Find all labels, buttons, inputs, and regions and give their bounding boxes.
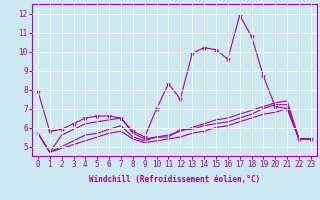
X-axis label: Windchill (Refroidissement éolien,°C): Windchill (Refroidissement éolien,°C) xyxy=(89,175,260,184)
